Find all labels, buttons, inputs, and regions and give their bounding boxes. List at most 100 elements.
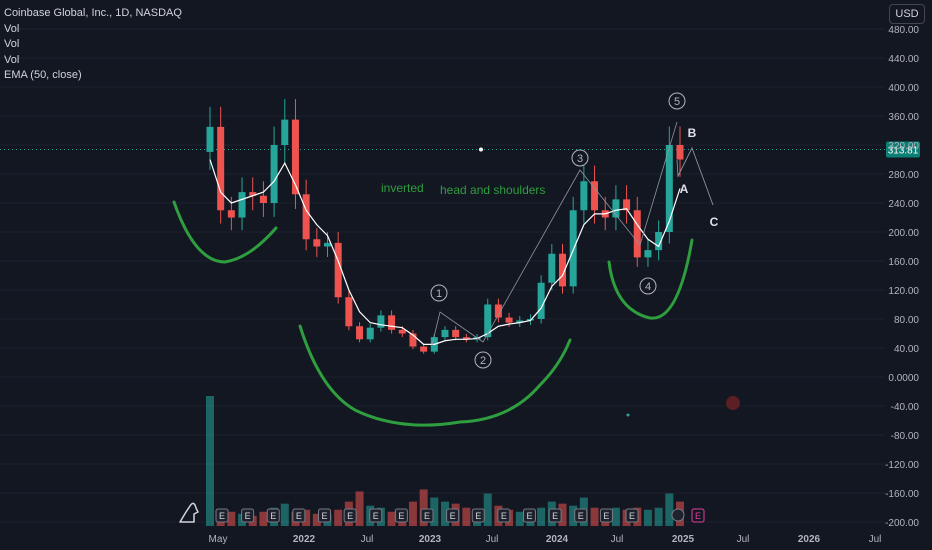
volume-bar (483, 493, 492, 526)
earnings-marker[interactable]: E (523, 508, 536, 523)
legend-vol-3[interactable]: Vol (4, 53, 20, 66)
candle-body (409, 333, 417, 347)
right-shoulder-arc (607, 238, 694, 320)
earnings-marker[interactable]: E (497, 508, 511, 523)
annotations: inverted head and shoulders 1 2 3 4 5 A B C (172, 92, 740, 427)
earnings-marker[interactable]: E (369, 508, 383, 523)
logo-shape (179, 502, 199, 523)
candle-body (612, 199, 620, 218)
volume-bar (355, 491, 364, 526)
earnings-letter: E (398, 511, 404, 521)
earnings-marker[interactable]: E (394, 508, 408, 523)
candle-body (548, 253, 556, 283)
x-tick-label: Jul (869, 534, 882, 545)
candle-body (665, 145, 673, 232)
candle-body (291, 119, 299, 195)
candle-body (281, 119, 289, 145)
volume-bar (280, 503, 289, 526)
candle-body (452, 329, 460, 338)
x-tick-label: 2023 (419, 534, 442, 545)
inverted-label: inverted (381, 181, 424, 195)
y-tick-label: 120.00 (888, 286, 919, 297)
candle-body (420, 346, 428, 352)
earnings-marker[interactable]: E (446, 508, 460, 523)
abc-label-C: C (710, 215, 719, 229)
candle-body (388, 315, 396, 330)
x-tick-label: 2022 (293, 534, 316, 545)
candle-body (238, 192, 246, 218)
candle-body (676, 145, 684, 160)
earnings-marker[interactable]: E (292, 508, 306, 523)
y-tick-label: -200.00 (885, 518, 919, 529)
volume-bar (206, 396, 214, 526)
volume-bar (419, 489, 428, 526)
volume-bar (643, 509, 652, 526)
earnings-letter: E (219, 511, 225, 521)
candle-body (366, 327, 374, 340)
volume-bar (569, 505, 578, 526)
earnings-letter: E (578, 511, 584, 521)
legend-vol-1[interactable]: Vol (4, 22, 20, 35)
earnings-badge-upcoming (691, 508, 705, 523)
candle-body (270, 145, 278, 203)
earnings-marker[interactable]: E (241, 508, 255, 523)
y-tick-label: 200.00 (888, 228, 919, 239)
earnings-marker[interactable]: E (215, 508, 229, 523)
volume-bar (441, 501, 449, 526)
abc-label-B: B (688, 126, 697, 140)
candle-body (302, 194, 310, 240)
earnings-marker[interactable]: E (599, 508, 613, 523)
earnings-marker[interactable]: E (343, 508, 357, 523)
legend: Coinbase Global, Inc., 1D, NASDAQ Vol Vo… (4, 6, 182, 84)
volume-bar (387, 511, 396, 526)
y-tick-label: 480.00 (888, 25, 919, 36)
volume-bar (430, 497, 439, 526)
earnings-marker[interactable]: E (548, 508, 562, 523)
candle-body (591, 181, 599, 211)
earnings-badge (241, 508, 255, 523)
candle-body (377, 315, 385, 328)
earnings-marker[interactable]: E (266, 508, 280, 523)
head-shoulders-label: head and shoulders (440, 183, 545, 197)
x-tick-label: 2026 (798, 534, 821, 545)
candle-body (655, 232, 663, 251)
earnings-badge (471, 508, 485, 523)
volume-bar (462, 507, 471, 526)
candle-body (559, 253, 566, 287)
current-price-label: 313.81 (888, 145, 919, 156)
candle-body (259, 195, 267, 203)
y-tick-label: 80.00 (894, 315, 919, 326)
legend-vol-2[interactable]: Vol (4, 38, 20, 50)
earnings-badge (599, 508, 613, 523)
earnings-marker[interactable]: E (471, 508, 485, 523)
earnings-letter-upcoming: E (695, 511, 701, 521)
y-tick-label: -40.00 (891, 402, 920, 413)
candle-body (217, 126, 225, 211)
current-price-badge (886, 141, 920, 158)
earnings-badge (369, 508, 383, 523)
volume-bar (227, 511, 236, 526)
candle-body (206, 126, 214, 152)
wave-label-4: 4 (645, 281, 651, 293)
candle-body (313, 239, 321, 247)
earnings-marker[interactable]: E (318, 508, 331, 523)
wave-circle-5 (668, 92, 686, 110)
earnings-letter: E (321, 511, 327, 521)
candle-body (334, 242, 342, 298)
wave-label-5: 5 (674, 96, 680, 108)
volume-bar (259, 511, 268, 526)
earnings-letter: E (270, 511, 276, 521)
earnings-marker[interactable]: E (574, 508, 588, 523)
legend-ema[interactable]: EMA (50, close) (4, 69, 82, 81)
abc-label-A: A (680, 182, 689, 196)
x-tick-label: Jul (737, 534, 750, 545)
y-axis: 480.00 440.00 400.00 360.00 320.00 280.00 240.… (885, 25, 919, 529)
volume-bars (206, 396, 684, 526)
earnings-marker[interactable]: E (420, 508, 434, 523)
earnings-marker[interactable]: E (625, 508, 639, 523)
currency-button[interactable]: USD (889, 4, 925, 24)
earnings-marker-upcoming[interactable]: E (691, 508, 705, 523)
candle-body (537, 282, 545, 319)
